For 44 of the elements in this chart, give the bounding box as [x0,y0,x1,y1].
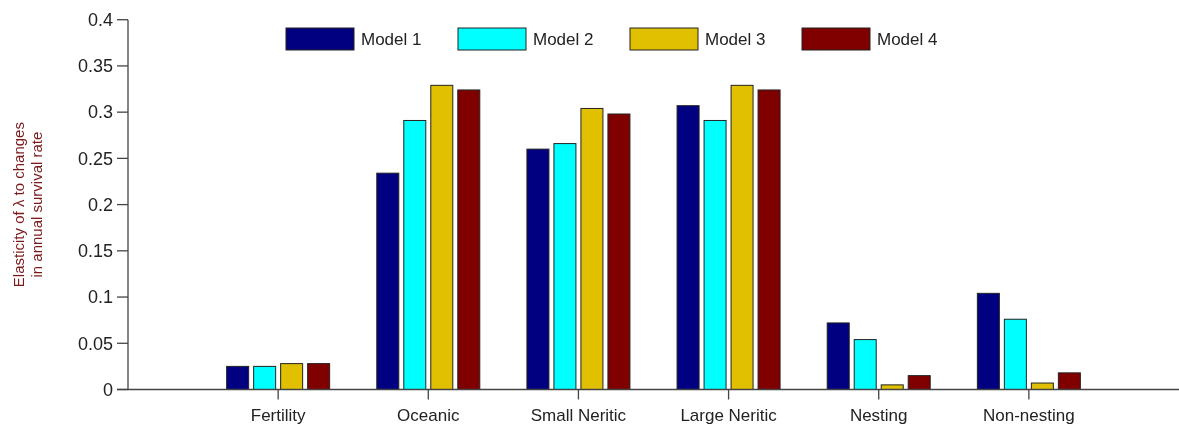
bar [376,172,400,390]
x-tick-label: Large Neritic [680,405,778,425]
legend-label: Model 3 [705,29,766,49]
legend-label: Model 4 [877,29,938,49]
y-axis-title: Elasticity of λ to changes in annual survival rate [10,122,45,288]
y-tick-label: 0.05 [77,333,113,354]
y-tick-label: 0.3 [87,102,113,123]
bar [253,365,277,390]
legend-label: Model 2 [533,29,594,49]
x-tick-label: Fertility [250,405,307,425]
bar [826,322,850,390]
x-tick-label: Nesting [849,405,908,425]
y-tick-label: 0 [102,379,113,400]
y-tick-label: 0.4 [87,10,113,30]
x-tick-label: Oceanic [397,405,460,425]
bar [703,119,727,390]
x-tick-label: Non-nesting [983,405,1075,425]
legend-label: Model 1 [361,29,422,49]
bar [226,365,250,390]
bar [676,105,700,390]
bar [580,107,604,390]
y-tick-label: 0.35 [77,56,113,77]
bar [307,363,331,390]
bar [1003,318,1027,390]
x-tick-label: Small Neritic [530,405,627,425]
y-tick-label: 0.15 [77,241,113,262]
bar [280,363,304,390]
bar [880,384,904,390]
bar [1057,372,1081,390]
bar [607,113,631,390]
bar [553,143,577,390]
bar [1030,382,1054,390]
bar [730,84,754,390]
bar [976,292,1000,390]
bar [457,89,481,390]
bar [853,339,877,390]
bar [403,119,427,390]
bar [757,89,781,390]
y-tick-label: 0.2 [87,194,113,215]
bar [526,148,550,390]
bar [430,84,454,390]
bar [907,375,931,390]
y-tick-label: 0.1 [87,287,113,308]
y-tick-label: 0.25 [77,148,113,169]
